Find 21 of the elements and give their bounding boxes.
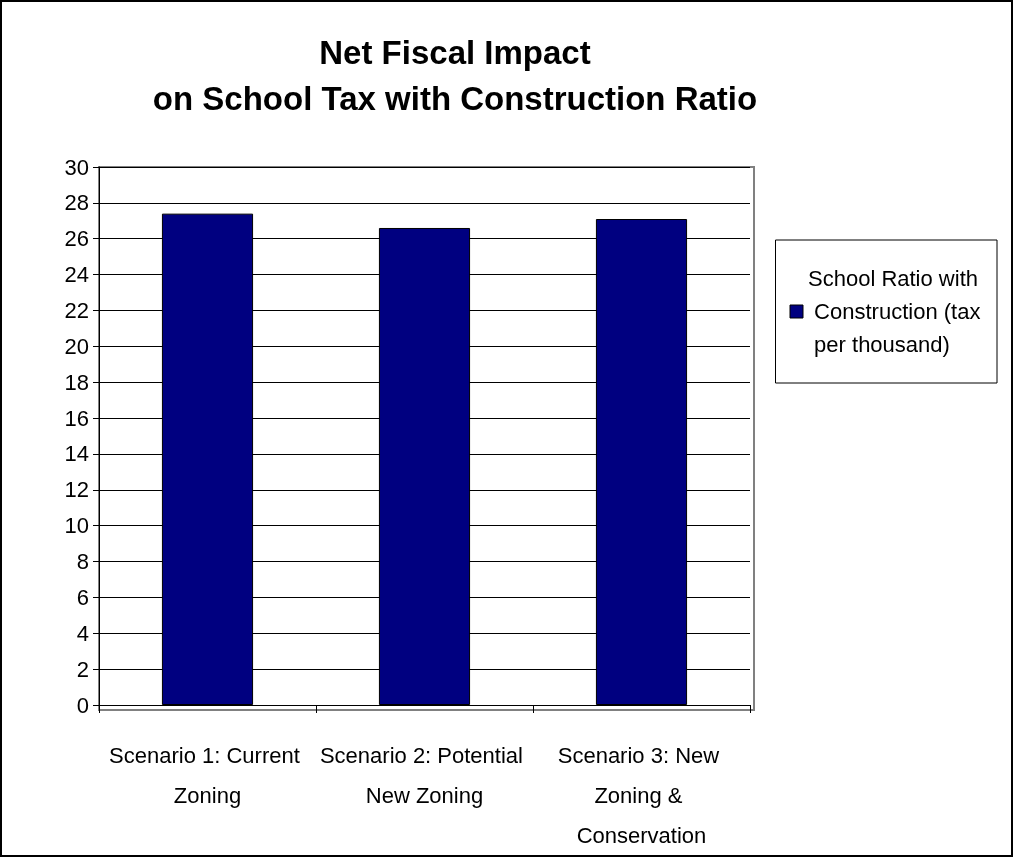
y-tick-label: 22 (64, 297, 89, 323)
y-tick-label: 4 (76, 620, 89, 646)
y-tick-label: 14 (64, 441, 89, 467)
x-tick-label: Scenario 2: Potential New Zoning (319, 742, 530, 808)
y-tick-label: 6 (76, 584, 89, 610)
y-tick-label: 30 (64, 154, 89, 180)
y-tick-label: 26 (64, 226, 89, 252)
y-tick-label: 0 (76, 692, 89, 718)
y-tick-label: 24 (64, 262, 89, 288)
y-tick-label: 12 (64, 477, 89, 503)
y-tick-label: 16 (64, 405, 89, 431)
x-tick-label: Scenario 3: New Zoning & Conservation (557, 742, 726, 848)
y-tick-label: 20 (64, 333, 89, 359)
y-tick-label: 28 (64, 190, 89, 216)
legend-label: School Ratio with Construction (tax per thousand) (808, 266, 981, 357)
y-tick-label: 8 (76, 549, 89, 575)
x-tick-label: Scenario 1: Current Zoning (109, 742, 306, 808)
y-tick-label: 2 (76, 656, 89, 682)
y-tick-label: 10 (64, 513, 89, 539)
chart-title: Net Fiscal Impact on School Tax with Construction Ratio (152, 33, 758, 117)
y-tick-label: 18 (64, 369, 89, 395)
